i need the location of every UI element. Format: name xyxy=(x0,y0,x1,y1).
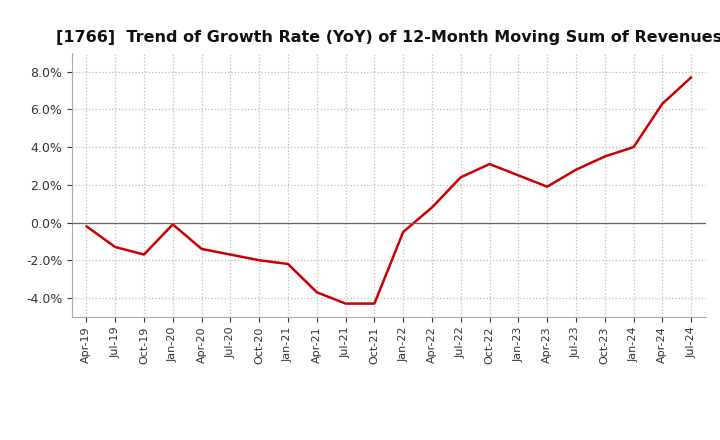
Title: [1766]  Trend of Growth Rate (YoY) of 12-Month Moving Sum of Revenues: [1766] Trend of Growth Rate (YoY) of 12-… xyxy=(55,29,720,45)
